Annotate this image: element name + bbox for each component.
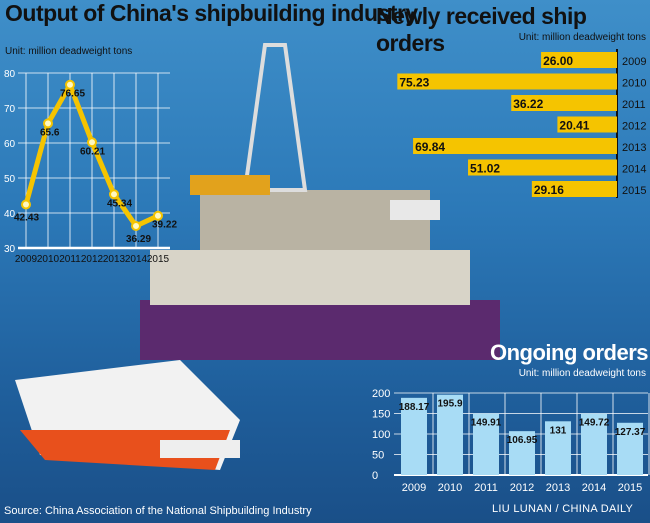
y-tick-label: 100 xyxy=(372,429,390,441)
bar xyxy=(509,431,535,475)
bar-value-label: 51.02 xyxy=(470,162,500,176)
x-tick-label: 2012 xyxy=(510,482,534,494)
bar xyxy=(545,421,571,475)
bar-value-label: 188.17 xyxy=(399,402,430,413)
bar xyxy=(397,73,617,90)
category-label: 2009 xyxy=(622,56,646,68)
output-chart-unit: Unit: million deadweight tons xyxy=(5,46,133,57)
bar xyxy=(437,394,463,475)
bar-value-label: 106.95 xyxy=(507,435,538,446)
x-tick-label: 2014 xyxy=(125,254,148,265)
y-tick-label: 70 xyxy=(4,104,16,115)
data-point xyxy=(109,189,119,200)
data-label: 42.43 xyxy=(14,212,39,223)
category-label: 2011 xyxy=(622,99,646,111)
ongoing-orders-unit: Unit: million deadweight tons xyxy=(518,368,646,379)
data-label: 65.6 xyxy=(40,127,60,138)
bar-value-label: 20.41 xyxy=(559,119,589,133)
bar-value-label: 69.84 xyxy=(415,140,445,154)
x-tick-label: 2009 xyxy=(15,254,38,265)
category-label: 2014 xyxy=(622,164,646,176)
source-note: Source: China Association of the Nationa… xyxy=(4,505,312,517)
bar-value-label: 29.16 xyxy=(534,183,564,197)
x-tick-label: 2013 xyxy=(103,254,126,265)
y-tick-label: 50 xyxy=(4,174,16,185)
category-label: 2012 xyxy=(622,121,646,133)
credit: LIU LUNAN / CHINA DAILY xyxy=(492,503,634,515)
new-orders-title: Newly received ship orders xyxy=(376,3,587,56)
bar xyxy=(473,413,499,475)
bar-value-label: 149.72 xyxy=(579,418,610,429)
ongoing-orders-title: Ongoing orders xyxy=(490,340,649,365)
bar xyxy=(401,397,427,475)
data-label: 36.29 xyxy=(126,234,151,245)
y-tick-label: 80 xyxy=(4,69,16,80)
x-tick-label: 2010 xyxy=(438,482,462,494)
bar-value-label: 36.22 xyxy=(513,97,543,111)
bar xyxy=(581,413,607,475)
data-point xyxy=(65,79,75,90)
bar xyxy=(468,159,617,176)
category-label: 2010 xyxy=(622,78,646,90)
new-orders-unit: Unit: million deadweight tons xyxy=(518,32,646,43)
data-point xyxy=(21,199,31,210)
bar-value-label: 149.91 xyxy=(471,418,502,429)
x-tick-label: 2009 xyxy=(402,482,426,494)
x-tick-label: 2014 xyxy=(582,482,606,494)
bar-value-label: 127.37 xyxy=(615,427,646,438)
data-label: 39.22 xyxy=(152,220,177,231)
data-point xyxy=(131,220,141,231)
x-tick-label: 2012 xyxy=(81,254,104,265)
data-point xyxy=(43,118,53,129)
x-tick-label: 2015 xyxy=(147,254,170,265)
data-label: 76.65 xyxy=(60,89,85,100)
x-tick-label: 2010 xyxy=(37,254,60,265)
output-chart-title: Output of China's shipbuilding industry xyxy=(5,0,418,26)
bar-value-label: 75.23 xyxy=(399,76,429,90)
y-tick-label: 30 xyxy=(4,244,16,255)
y-tick-label: 50 xyxy=(372,450,384,462)
bar-value-label: 26.00 xyxy=(543,54,573,68)
x-tick-label: 2013 xyxy=(546,482,570,494)
x-tick-label: 2011 xyxy=(474,482,498,494)
x-tick-label: 2011 xyxy=(59,254,81,265)
bar xyxy=(531,181,617,197)
data-point xyxy=(87,137,97,148)
category-label: 2015 xyxy=(622,185,646,197)
y-tick-label: 0 xyxy=(372,470,378,482)
data-label: 45.34 xyxy=(107,198,132,209)
bar xyxy=(413,138,617,154)
y-tick-label: 60 xyxy=(4,139,16,150)
y-tick-label: 200 xyxy=(372,388,390,400)
bar xyxy=(541,52,617,68)
bar-value-label: 195.9 xyxy=(437,399,462,410)
bar xyxy=(617,422,643,475)
bar-value-label: 131 xyxy=(550,425,567,436)
bar xyxy=(511,95,617,111)
data-label: 60.21 xyxy=(80,146,105,157)
y-tick-label: 40 xyxy=(4,209,16,220)
bar xyxy=(557,116,617,133)
data-point xyxy=(153,210,163,221)
y-tick-label: 150 xyxy=(372,409,390,421)
category-label: 2013 xyxy=(622,142,646,154)
x-tick-label: 2015 xyxy=(618,482,642,494)
